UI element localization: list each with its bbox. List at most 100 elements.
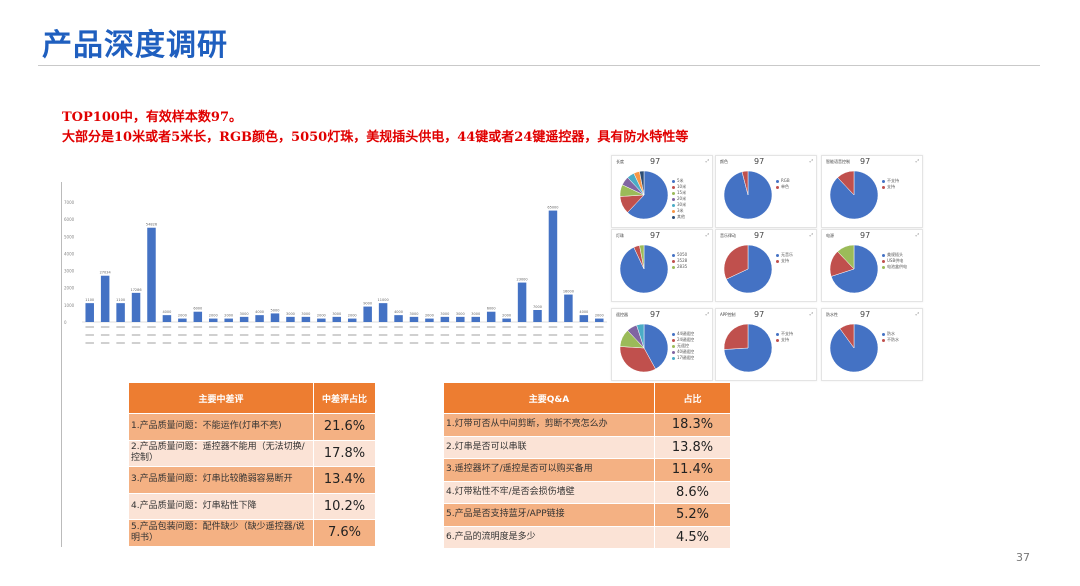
bar-value-label: 2000 — [502, 314, 511, 318]
legend-item: 24键遥控 — [672, 337, 694, 343]
table-row: 5.产品是否支持蓝牙/APP链接 5.2% — [443, 503, 731, 527]
category-label-placeholder — [193, 342, 203, 344]
bar — [394, 315, 403, 322]
pie-legend: 不支持 支持 — [882, 178, 899, 190]
category-label-placeholder — [301, 342, 311, 344]
pie-legend: RGB 单色 — [776, 178, 790, 190]
bar — [533, 310, 542, 322]
legend-swatch — [672, 344, 675, 348]
category-label-placeholder — [255, 334, 264, 336]
category-label-placeholder — [502, 326, 511, 328]
category-label-placeholder — [85, 326, 94, 328]
bar — [317, 318, 326, 322]
bar-value-label: 4000 — [394, 310, 403, 314]
category-label-placeholder — [425, 342, 434, 344]
bar — [100, 275, 110, 322]
pie-chart — [829, 244, 879, 294]
legend-item: 单色 — [776, 184, 790, 190]
category-label-placeholder — [471, 326, 480, 328]
legend-label: 2835 — [677, 264, 688, 269]
bar — [502, 318, 511, 322]
y-tick-label: 6000 — [64, 217, 75, 222]
row-percentage: 8.6% — [654, 480, 731, 504]
category-label-placeholder — [301, 326, 311, 328]
expand-icon: ⤢ — [809, 311, 813, 316]
category-label-placeholder — [301, 334, 311, 336]
bar-chart: 7000 6000 5000 4000 3000 2000 1000 0 1100 27034 11… — [62, 180, 612, 370]
legend-item: 15米 — [672, 190, 686, 196]
bar-value-label: 4000 — [162, 310, 171, 314]
category-label-placeholder — [131, 334, 141, 336]
legend-item: 40键遥控 — [672, 349, 694, 355]
bar — [517, 282, 527, 322]
category-label-placeholder — [548, 342, 558, 344]
category-label-placeholder — [440, 326, 450, 328]
legend-label: 5米 — [677, 178, 684, 183]
legend-label: 支持 — [781, 337, 789, 342]
table1-header-pct: 中差评占比 — [313, 382, 376, 414]
bar-value-label: 2000 — [317, 314, 326, 318]
legend-label: 不支持 — [781, 331, 793, 336]
legend-item: 10米 — [672, 184, 686, 190]
pie-slice — [636, 323, 645, 349]
pie-slice — [837, 244, 855, 270]
pie-legend: 美规插头 USB供电 电池盒供电 — [882, 252, 907, 270]
category-label-placeholder — [533, 326, 542, 328]
bar-value-label: 3000 — [286, 312, 295, 316]
pie-slice — [725, 244, 773, 294]
pie-slice — [723, 323, 773, 373]
category-label-placeholder — [332, 342, 342, 344]
bar-value-label: 2000 — [224, 314, 233, 318]
pie-card: 防水性 97 ⤢ 防水 不防水 — [821, 308, 923, 381]
pie-count: 97 — [754, 231, 765, 240]
bar-value-label: 6000 — [487, 307, 496, 311]
category-label-placeholder — [363, 334, 372, 336]
category-label-placeholder — [579, 326, 589, 328]
page-title: 产品深度调研 — [42, 28, 228, 63]
legend-label: 单色 — [781, 184, 789, 189]
category-label-placeholder — [147, 334, 156, 336]
bar — [131, 292, 141, 322]
pie-slice — [619, 346, 656, 373]
legend-item: 3米 — [672, 208, 686, 214]
category-label-placeholder — [579, 342, 589, 344]
category-label-placeholder — [517, 326, 527, 328]
pie-count: 97 — [860, 157, 871, 166]
category-label-placeholder — [131, 342, 141, 344]
category-label-placeholder — [178, 342, 187, 344]
pie-card: 音乐律动 97 ⤢ 无音乐 支持 — [715, 229, 817, 302]
legend-swatch — [882, 338, 885, 342]
legend-swatch — [672, 265, 675, 269]
legend-label: 电池盒供电 — [887, 264, 907, 269]
row-text: 4.产品质量问题：灯串粘性下降 — [128, 492, 314, 520]
legend-swatch — [672, 185, 675, 189]
legend-label: USB供电 — [887, 258, 904, 263]
pie-title: 长度 — [616, 159, 624, 164]
category-label-placeholder — [502, 342, 511, 344]
bar-value-label: 16000 — [563, 290, 574, 294]
bar — [85, 303, 94, 322]
category-label-placeholder — [286, 334, 295, 336]
category-label-placeholder — [517, 342, 527, 344]
expand-icon: ⤢ — [809, 232, 813, 237]
legend-item: 不支持 — [882, 178, 899, 184]
row-text: 1.灯带可否从中间剪断，剪断不亮怎么办 — [443, 413, 655, 437]
legend-swatch — [776, 332, 779, 336]
category-label-placeholder — [162, 342, 172, 344]
legend-swatch — [672, 356, 675, 360]
legend-label: 不支持 — [887, 178, 899, 183]
category-label-placeholder — [564, 334, 573, 336]
category-label-placeholder — [317, 334, 326, 336]
bar — [564, 294, 573, 322]
category-label-placeholder — [286, 326, 295, 328]
bar — [255, 315, 264, 322]
category-label-placeholder — [178, 326, 187, 328]
category-label-placeholder — [100, 326, 110, 328]
legend-label: 24键遥控 — [677, 337, 695, 342]
pie-legend: 44键遥控 24键遥控 无遥控 40键遥控 17键遥控 — [672, 331, 694, 361]
y-tick-label: 3000 — [64, 269, 75, 274]
legend-swatch — [672, 179, 675, 183]
table1-header-item: 主要中差评 — [128, 382, 314, 414]
bar — [378, 303, 388, 322]
legend-swatch — [672, 191, 675, 195]
